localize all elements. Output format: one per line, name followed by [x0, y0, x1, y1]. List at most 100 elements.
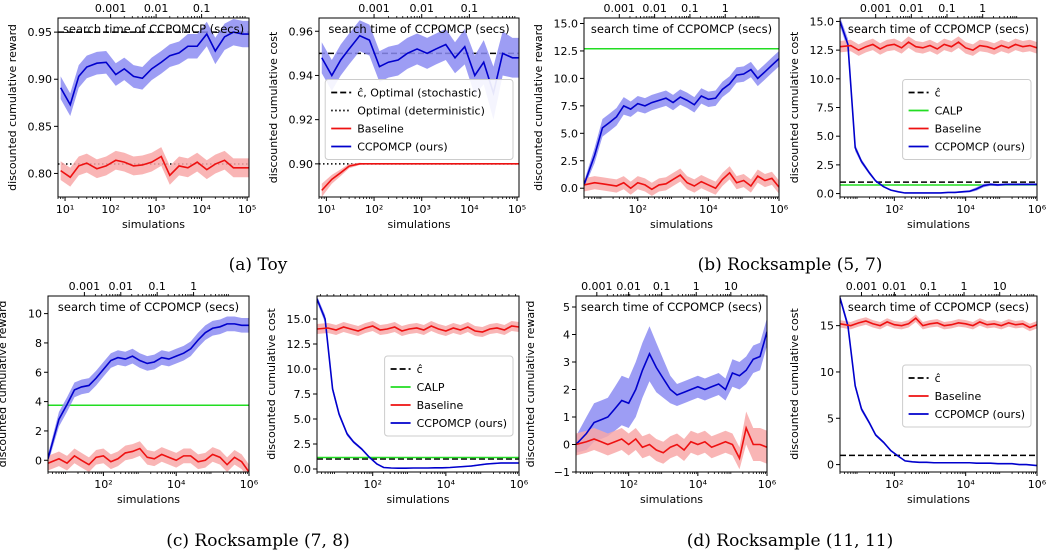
- chart-rs78-reward: 10² 10⁴ 10⁶ 0 2 4 6 8 10 0.001 0.01 0.1 1 search time…: [0, 280, 259, 506]
- top-tick-label: 1: [961, 280, 968, 293]
- y-tick-label: 7.5: [561, 100, 579, 113]
- plot-area: [58, 18, 249, 187]
- series-line: [60, 155, 249, 179]
- x-axis-label: simulations: [640, 493, 703, 506]
- top-axis-label: search time of CCPOMCP (secs): [328, 22, 509, 36]
- legend-entry: Baseline: [331, 123, 404, 136]
- y-tick-label: 0: [827, 459, 834, 472]
- y-tick-label: 10: [28, 308, 42, 321]
- top-tick-label: 0.1: [681, 2, 699, 15]
- x-tick-label: 10²: [365, 203, 383, 216]
- x-axis-label: simulations: [117, 493, 180, 506]
- x-tick-label: 10²: [101, 203, 119, 216]
- x-tick-label: 10⁶: [510, 478, 529, 491]
- y-axis-label: discounted cumulative cost: [788, 308, 801, 460]
- legend-label: Baseline: [935, 390, 982, 403]
- legend-box: [902, 79, 1032, 160]
- y-tick-label: 0.90: [28, 73, 53, 86]
- y-tick-label: 0: [35, 454, 42, 467]
- series-line: [48, 323, 249, 460]
- top-tick-label: 0.001: [860, 2, 892, 15]
- confidence-band: [584, 166, 779, 196]
- y-tick-label: 10.0: [287, 363, 312, 376]
- x-tick-label: 10²: [885, 203, 903, 216]
- y-tick-label: 5.0: [817, 130, 835, 143]
- top-tick-label: 0.1: [193, 2, 211, 15]
- chart-rs78-cost: 10² 10⁴ 10⁶ 0.0 2.5 5.0 7.5 10.0 12.5 15.0 simulat…: [265, 294, 529, 506]
- y-tick-label: 7.5: [817, 102, 835, 115]
- chart-toy-reward: 10¹ 10² 10³ 10⁴ 10⁵ 0.80 0.85 0.90 0.95 0.001 0.01…: [6, 2, 256, 231]
- x-tick-label: 10⁴: [437, 478, 456, 491]
- top-tick-label: 0.001: [604, 2, 636, 15]
- x-axis-label: simulations: [122, 218, 185, 231]
- top-tick-label: 0.001: [358, 2, 390, 15]
- x-tick-label: 10⁴: [192, 203, 211, 216]
- y-tick-label: 4: [563, 329, 570, 342]
- series-line: [576, 425, 767, 461]
- y-tick-label: 0.95: [28, 26, 53, 39]
- legend-entry: Baseline: [390, 399, 463, 412]
- confidence-band: [60, 147, 249, 187]
- y-tick-label: 15.0: [287, 313, 312, 326]
- legend-entry: ĉ, Optimal (stochastic): [331, 87, 482, 100]
- series-line: [317, 325, 519, 333]
- y-tick-label: −1: [554, 466, 570, 479]
- x-tick-label: 10⁶: [1028, 478, 1047, 491]
- y-tick-label: 2: [35, 425, 42, 438]
- legend-box: [384, 355, 514, 437]
- y-tick-label: 15: [820, 320, 834, 333]
- top-tick-label: 1: [722, 2, 729, 15]
- legend-label: ĉ: [935, 87, 941, 100]
- axes-frame: [318, 17, 520, 198]
- chart-rs1111-cost: 10² 10⁴ 10⁶ 0 5 10 15 0.001 0.01 0.1 1 10 search tim…: [788, 280, 1047, 506]
- x-tick-label: 10⁶: [1028, 203, 1047, 216]
- series-line: [840, 297, 1037, 467]
- chart-toy-cost: 10¹ 10² 10³ 10⁴ 10⁵ 0.90 0.92 0.94 0.96 0.001 0.01…: [267, 2, 526, 231]
- top-tick-label: 0.001: [69, 280, 101, 293]
- legend-label: CALP: [417, 381, 445, 394]
- x-axis-label: simulations: [907, 218, 970, 231]
- top-tick-label: 0.1: [938, 2, 956, 15]
- y-tick-label: 0.92: [289, 114, 314, 127]
- top-tick-label: 0.001: [95, 2, 127, 15]
- y-tick-label: 2.5: [294, 438, 312, 451]
- legend: ĉ Baseline CCPOMCP (ours): [902, 364, 1032, 428]
- top-tick-label: 1: [693, 280, 700, 293]
- x-tick-label: 10³: [147, 203, 165, 216]
- confidence-band: [48, 316, 249, 464]
- y-tick-label: 5: [827, 412, 834, 425]
- series-line: [840, 21, 1037, 194]
- legend-entry: ĉ: [908, 87, 941, 100]
- legend-label: CCPOMCP (ours): [417, 417, 508, 430]
- plot-area: [319, 20, 519, 197]
- x-tick-label: 10³: [412, 203, 430, 216]
- top-tick-label: 0.01: [409, 2, 434, 15]
- top-axis-label: search time of CCPOMCP (secs): [591, 22, 772, 36]
- y-tick-label: 5: [563, 301, 570, 314]
- y-tick-label: 15.0: [810, 15, 835, 28]
- legend-label: Baseline: [935, 123, 982, 136]
- legend-entry: CCPOMCP (ours): [908, 141, 1026, 154]
- y-tick-label: 5.0: [294, 413, 312, 426]
- legend-label: CALP: [935, 105, 963, 118]
- legend-label: CCPOMCP (ours): [935, 141, 1026, 154]
- y-axis-label: discounted cumulative cost: [265, 308, 278, 460]
- y-axis-label: discounted cumulative cost: [788, 31, 801, 183]
- top-tick-label: 10: [724, 280, 738, 293]
- x-tick-label: 10⁵: [238, 203, 256, 216]
- top-axis-label: search time of CCPOMCP (secs): [63, 22, 244, 36]
- series-line: [48, 447, 249, 472]
- x-tick-label: 10²: [619, 478, 637, 491]
- legend: ĉ CALP Baseline CCPOMCP (ours): [384, 355, 514, 437]
- top-axis-label: search time of CCPOMCP (secs): [848, 300, 1029, 314]
- x-axis-label: simulations: [650, 218, 713, 231]
- x-tick-label: 10¹: [317, 203, 335, 216]
- y-axis-label: discounted cumulative cost: [267, 31, 280, 183]
- confidence-band: [584, 50, 779, 189]
- plot-area: [584, 47, 779, 196]
- axes-frame: [575, 295, 768, 473]
- y-tick-label: 12.5: [810, 44, 835, 57]
- y-tick-label: 0.90: [289, 158, 314, 171]
- x-axis-label: simulations: [907, 493, 970, 506]
